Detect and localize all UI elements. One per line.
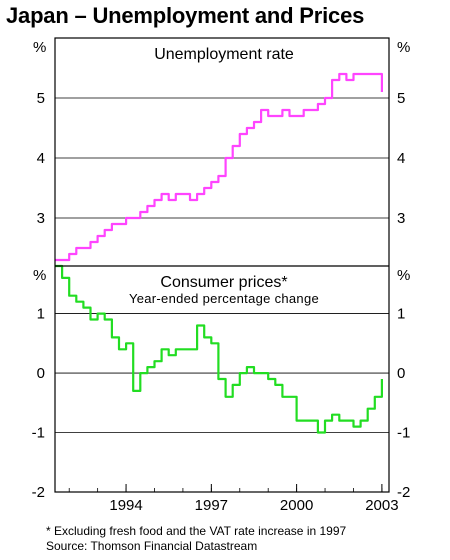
x-tick-label: 1994 [109, 497, 142, 514]
footnotes: * Excluding fresh food and the VAT rate … [46, 524, 346, 554]
y-tick-label-right: 1 [397, 306, 405, 323]
plot-frame [54, 37, 390, 493]
y-tick-label-right: 0 [397, 365, 405, 382]
unit-label-left: % [33, 267, 46, 284]
footnote-excluding: * Excluding fresh food and the VAT rate … [46, 524, 347, 538]
panel-title: Unemployment rate [154, 46, 294, 63]
y-tick-label-right: 3 [397, 210, 405, 227]
y-tick-label-right: 4 [397, 150, 405, 167]
y-tick-label-right: -1 [397, 425, 410, 442]
y-tick-label-left: 0 [37, 365, 45, 382]
y-tick-label-right: 5 [397, 90, 405, 107]
unit-label-left: % [33, 39, 46, 56]
unit-label-right: % [397, 267, 410, 284]
panel-subtitle: Year-ended percentage change [129, 291, 319, 306]
y-tick-label-right: -2 [397, 484, 410, 501]
y-tick-label-left: -2 [32, 484, 45, 501]
series-line [55, 264, 383, 434]
chart-title: Japan – Unemployment and Prices [6, 3, 365, 28]
unit-label-right: % [397, 39, 410, 56]
footnote-source: Source: Thomson Financial Datastream [46, 539, 258, 553]
x-tick-label: 1997 [195, 497, 228, 514]
y-tick-label-left: 4 [37, 150, 45, 167]
y-tick-label-left: -1 [32, 425, 45, 442]
y-tick-label-left: 3 [37, 210, 45, 227]
x-tick-label: 2000 [280, 497, 313, 514]
y-tick-label-left: 5 [37, 90, 45, 107]
x-tick-label: 2003 [365, 497, 398, 514]
panel-title: Consumer prices* [160, 274, 287, 291]
series-line [55, 72, 383, 262]
y-tick-label-left: 1 [37, 306, 45, 323]
